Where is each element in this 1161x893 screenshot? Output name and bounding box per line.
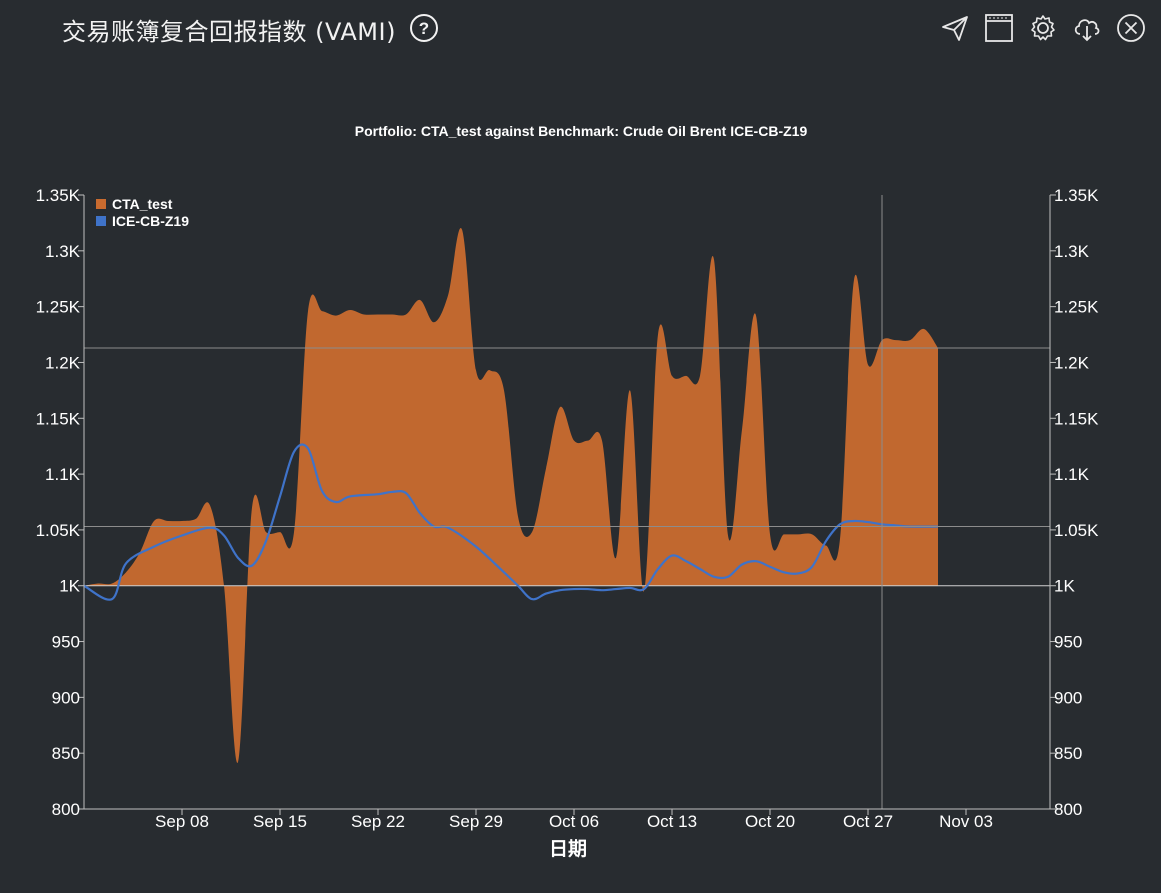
legend-label-benchmark: ICE-CB-Z19	[112, 213, 189, 229]
plot-layer	[83, 195, 1050, 809]
y-tick-label-left: 1K	[59, 577, 80, 596]
close-icon[interactable]	[1113, 12, 1149, 44]
y-tick-label-left: 1.2K	[45, 353, 81, 372]
y-tick-label-left: 900	[52, 688, 80, 707]
x-tick-label: Oct 27	[843, 812, 893, 831]
y-tick-label-right: 1.35K	[1054, 186, 1099, 205]
page-title: 交易账簿复合回报指数 (VAMI)	[62, 18, 396, 46]
chart-title: Portfolio: CTA_test against Benchmark: C…	[355, 123, 808, 139]
series-area-cta	[84, 227, 938, 763]
x-tick-label: Sep 08	[155, 812, 209, 831]
y-tick-label-right: 1.3K	[1054, 242, 1090, 261]
y-tick-label-right: 800	[1054, 800, 1082, 819]
y-tick-label-right: 1.25K	[1054, 298, 1099, 317]
cloud-download-icon[interactable]	[1069, 12, 1105, 44]
y-tick-label-left: 1.15K	[36, 409, 81, 428]
axis-layer: 800 800 850 850 900 900 950 950 1K 1K 1.05K 1.05K 1.…	[36, 186, 1100, 831]
y-tick-label-left: 950	[52, 633, 80, 652]
y-tick-label-right: 950	[1054, 633, 1082, 652]
y-tick-label-right: 1.1K	[1054, 465, 1090, 484]
y-tick-label-right: 900	[1054, 688, 1082, 707]
x-tick-label: Oct 13	[647, 812, 697, 831]
x-tick-label: Sep 29	[449, 812, 503, 831]
y-tick-label-right: 1.15K	[1054, 409, 1099, 428]
legend: CTA_test ICE-CB-Z19	[96, 196, 189, 229]
legend-label-cta: CTA_test	[112, 196, 173, 212]
gear-icon[interactable]	[1025, 12, 1061, 44]
x-tick-label: Sep 15	[253, 812, 307, 831]
y-tick-label-left: 1.25K	[36, 298, 81, 317]
x-tick-label: Sep 22	[351, 812, 405, 831]
series-line-benchmark	[83, 443, 939, 601]
x-tick-label: Oct 20	[745, 812, 795, 831]
y-tick-label-right: 1.05K	[1054, 521, 1099, 540]
x-tick-label: Oct 06	[549, 812, 599, 831]
toolbar	[937, 12, 1149, 44]
x-axis-title: 日期	[549, 838, 587, 860]
y-tick-label-left: 850	[52, 744, 80, 763]
legend-swatch-benchmark	[96, 216, 106, 226]
y-tick-label-right: 850	[1054, 744, 1082, 763]
x-tick-label: Nov 03	[939, 812, 993, 831]
y-tick-label-left: 1.3K	[45, 242, 81, 261]
y-tick-label-left: 1.35K	[36, 186, 81, 205]
y-tick-label-left: 1.05K	[36, 521, 81, 540]
y-tick-label-right: 1K	[1054, 577, 1075, 596]
y-tick-label-left: 800	[52, 800, 80, 819]
chart-svg: Portfolio: CTA_test against Benchmark: C…	[36, 123, 1100, 860]
legend-swatch-cta	[96, 199, 106, 209]
header-bar: 交易账簿复合回报指数 (VAMI) ?	[0, 0, 1161, 60]
svg-text:?: ?	[419, 19, 429, 38]
vami-chart: Portfolio: CTA_test against Benchmark: C…	[0, 60, 1161, 888]
question-circle-icon[interactable]: ?	[409, 13, 439, 43]
y-tick-label-right: 1.2K	[1054, 353, 1090, 372]
window-icon[interactable]	[981, 12, 1017, 44]
y-tick-label-left: 1.1K	[45, 465, 81, 484]
send-icon[interactable]	[937, 12, 973, 44]
